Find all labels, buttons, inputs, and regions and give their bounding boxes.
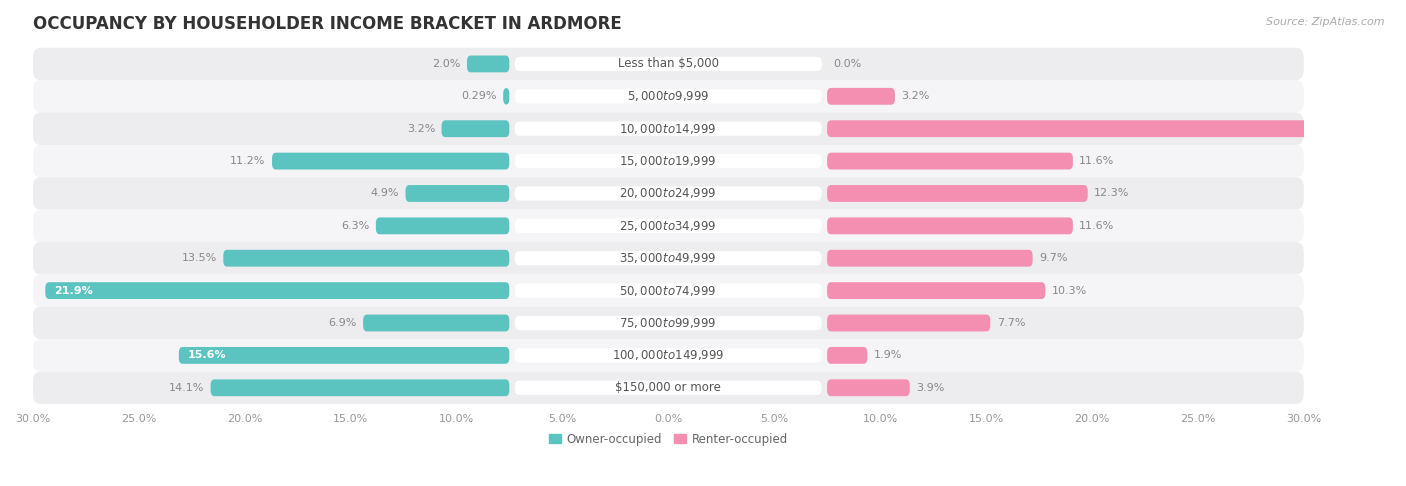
FancyBboxPatch shape [515,381,823,395]
FancyBboxPatch shape [32,80,1303,113]
Text: 12.3%: 12.3% [1094,189,1129,198]
Text: 3.2%: 3.2% [901,91,929,101]
Text: 4.9%: 4.9% [371,189,399,198]
FancyBboxPatch shape [515,316,823,330]
FancyBboxPatch shape [827,88,896,105]
Text: $75,000 to $99,999: $75,000 to $99,999 [620,316,717,330]
FancyBboxPatch shape [271,153,509,170]
Text: 3.9%: 3.9% [917,383,945,393]
FancyBboxPatch shape [224,250,509,267]
Text: Source: ZipAtlas.com: Source: ZipAtlas.com [1267,17,1385,27]
Text: $100,000 to $149,999: $100,000 to $149,999 [612,348,724,363]
Text: $50,000 to $74,999: $50,000 to $74,999 [620,284,717,297]
FancyBboxPatch shape [515,122,823,136]
FancyBboxPatch shape [32,242,1303,275]
FancyBboxPatch shape [515,219,823,233]
FancyBboxPatch shape [515,251,823,265]
FancyBboxPatch shape [827,250,1032,267]
Text: 11.6%: 11.6% [1080,221,1115,231]
Text: OCCUPANCY BY HOUSEHOLDER INCOME BRACKET IN ARDMORE: OCCUPANCY BY HOUSEHOLDER INCOME BRACKET … [32,15,621,33]
FancyBboxPatch shape [827,153,1073,170]
Text: $150,000 or more: $150,000 or more [616,381,721,394]
Text: 7.7%: 7.7% [997,318,1025,328]
FancyBboxPatch shape [179,347,509,364]
Text: 15.6%: 15.6% [187,350,226,361]
FancyBboxPatch shape [515,154,823,168]
FancyBboxPatch shape [405,185,509,202]
FancyBboxPatch shape [32,113,1303,145]
FancyBboxPatch shape [32,372,1303,404]
Text: 1.9%: 1.9% [873,350,903,361]
FancyBboxPatch shape [827,217,1073,234]
Text: 0.29%: 0.29% [461,91,496,101]
Text: $25,000 to $34,999: $25,000 to $34,999 [620,219,717,233]
Text: 11.2%: 11.2% [231,156,266,166]
FancyBboxPatch shape [441,120,509,137]
Text: $5,000 to $9,999: $5,000 to $9,999 [627,89,710,104]
Text: Less than $5,000: Less than $5,000 [617,57,718,70]
FancyBboxPatch shape [32,145,1303,177]
FancyBboxPatch shape [515,283,823,298]
FancyBboxPatch shape [45,282,509,299]
Text: $15,000 to $19,999: $15,000 to $19,999 [620,154,717,168]
FancyBboxPatch shape [467,55,509,72]
FancyBboxPatch shape [211,380,509,396]
Text: 6.9%: 6.9% [329,318,357,328]
Text: 11.6%: 11.6% [1080,156,1115,166]
FancyBboxPatch shape [32,307,1303,339]
FancyBboxPatch shape [32,209,1303,242]
FancyBboxPatch shape [827,120,1406,137]
FancyBboxPatch shape [515,186,823,201]
FancyBboxPatch shape [515,57,823,71]
FancyBboxPatch shape [32,177,1303,209]
Text: $35,000 to $49,999: $35,000 to $49,999 [620,251,717,265]
Text: 9.7%: 9.7% [1039,253,1067,263]
FancyBboxPatch shape [827,282,1045,299]
FancyBboxPatch shape [827,185,1088,202]
Legend: Owner-occupied, Renter-occupied: Owner-occupied, Renter-occupied [544,428,793,451]
Text: 2.0%: 2.0% [432,59,461,69]
Text: 10.3%: 10.3% [1052,286,1087,295]
Text: 3.2%: 3.2% [406,124,436,134]
Text: 27.7%: 27.7% [1367,124,1406,134]
Text: 0.0%: 0.0% [834,59,862,69]
Text: 21.9%: 21.9% [53,286,93,295]
FancyBboxPatch shape [32,275,1303,307]
Text: 6.3%: 6.3% [342,221,370,231]
FancyBboxPatch shape [375,217,509,234]
FancyBboxPatch shape [503,88,509,105]
FancyBboxPatch shape [827,347,868,364]
Text: 14.1%: 14.1% [169,383,204,393]
FancyBboxPatch shape [515,348,823,363]
FancyBboxPatch shape [32,48,1303,80]
FancyBboxPatch shape [363,314,509,331]
Text: 13.5%: 13.5% [181,253,217,263]
FancyBboxPatch shape [827,380,910,396]
Text: $20,000 to $24,999: $20,000 to $24,999 [620,187,717,200]
Text: $10,000 to $14,999: $10,000 to $14,999 [620,122,717,136]
FancyBboxPatch shape [515,89,823,104]
FancyBboxPatch shape [827,314,990,331]
FancyBboxPatch shape [32,339,1303,372]
